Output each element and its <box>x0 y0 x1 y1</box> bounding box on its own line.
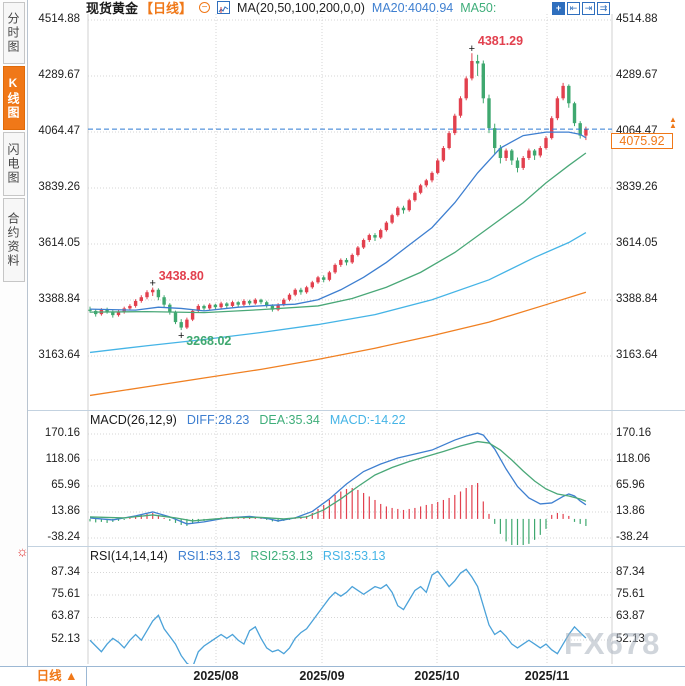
axis-tick-left: 4064.47 <box>38 124 80 137</box>
ma50-value: MA50: <box>460 0 497 15</box>
axis-tick-right: 170.16 <box>616 427 652 439</box>
macd-diff-value: DIFF:28.23 <box>186 413 250 427</box>
price-annotation: 3268.02 <box>186 334 232 349</box>
axis-tick-right: 13.86 <box>616 505 645 517</box>
gridlines <box>88 14 612 664</box>
axis-tick-right: 65.96 <box>616 479 645 491</box>
svg-text:+: + <box>469 43 475 55</box>
axis-tick-left: 13.86 <box>51 505 80 517</box>
axis-tick-left: 3839.26 <box>38 181 80 193</box>
period-tag: 【日线】 <box>140 1 193 16</box>
indicator-label: MA(20,50,100,200,0,0) <box>237 0 365 15</box>
axis-tick-right: 52.13 <box>616 633 645 645</box>
price-annotation: 3438.80 <box>158 268 204 283</box>
axis-tick-right: 3388.84 <box>616 293 658 305</box>
crosshair-move-icon[interactable]: + <box>552 2 565 15</box>
sidebar-item-flash-chart[interactable]: 闪电图 <box>2 132 25 196</box>
axis-tick-left: 63.87 <box>51 610 80 623</box>
indicator-settings-icon[interactable]: ☼ <box>16 543 29 559</box>
chart-header: 现货黄金 【日线】 − MA(20,50,100,200,0,0) MA20:40… <box>86 0 497 17</box>
sidebar: 分时图 K线图 闪电图 合约资料 <box>0 0 28 666</box>
instrument-title: 现货黄金 <box>86 1 139 16</box>
period-tab-daily[interactable]: 日线 ▲ <box>28 667 87 686</box>
axis-tick-right: 75.61 <box>616 587 645 600</box>
axis-tick-right: 118.06 <box>616 453 651 465</box>
rsi-title: RSI(14,14,14) <box>90 549 168 563</box>
extreme-markers: + + + <box>149 43 475 342</box>
rsi-header: RSI(14,14,14) RSI1:53.13 RSI2:53.13 RSI3… <box>90 549 385 563</box>
axis-tick-left: 65.96 <box>51 479 80 491</box>
axis-tick-left: 87.34 <box>51 565 80 578</box>
date-label: 2025/08 <box>193 669 239 683</box>
rsi-line <box>89 568 587 664</box>
axis-tick-right: -38.24 <box>616 531 649 543</box>
sidebar-item-time-chart[interactable]: 分时图 <box>2 2 25 64</box>
axis-tick-right: 3839.26 <box>616 181 658 193</box>
ma20-value: MA20:4040.94 <box>371 0 454 15</box>
date-label: 2025/10 <box>414 669 460 683</box>
price-up-arrows-icon[interactable]: ▲ ▲ <box>669 115 677 130</box>
axis-tick-left: 75.61 <box>51 587 80 600</box>
rsi3-value: RSI3:53.13 <box>322 549 386 563</box>
axis-tick-left: 4289.67 <box>38 69 80 81</box>
macd-macd-value: MACD:-14.22 <box>329 413 406 427</box>
axis-tick-right: 4289.67 <box>616 69 658 81</box>
axis-tick-right: 4514.88 <box>616 13 658 25</box>
time-axis-bar: 日线 ▲ <box>0 666 685 686</box>
kline-indicator-icon[interactable] <box>217 1 231 14</box>
macd-header: MACD(26,12,9) DIFF:28.23 DEA:35.34 MACD:… <box>90 413 406 427</box>
axis-tick-left: 3614.05 <box>38 237 80 249</box>
axis-tick-left: 170.16 <box>44 427 80 439</box>
date-label: 2025/11 <box>524 669 570 683</box>
macd-dea-value: DEA:35.34 <box>259 413 320 427</box>
axis-tick-left: 4514.88 <box>38 13 80 25</box>
sidebar-item-kline-chart[interactable]: K线图 <box>2 66 25 130</box>
axis-tick-left: 52.13 <box>51 633 80 645</box>
pan-right-icon[interactable]: ⇉ <box>597 2 610 15</box>
date-label: 2025/09 <box>299 669 345 683</box>
chart-toolbar: + ⇤ ⇥ ⇉ <box>552 2 610 15</box>
axis-tick-right: 63.87 <box>616 610 645 623</box>
axis-tick-right: 3614.05 <box>616 237 658 249</box>
axis-tick-left: 3163.64 <box>38 349 80 361</box>
range-select-icon[interactable]: ⇤ <box>567 2 580 15</box>
panel-borders <box>28 14 685 664</box>
rsi2-value: RSI2:53.13 <box>250 549 313 563</box>
macd-title: MACD(26,12,9) <box>90 413 177 427</box>
axis-tick-left: 118.06 <box>45 453 80 465</box>
svg-text:+: + <box>149 278 155 290</box>
ma-lines <box>89 131 587 397</box>
macd-histogram <box>89 482 587 545</box>
axis-tick-left: 3388.84 <box>38 293 80 305</box>
axis-tick-right: 87.34 <box>616 565 645 578</box>
candles-layer <box>88 53 588 331</box>
price-annotation: 4381.29 <box>477 34 524 49</box>
current-price-label: 4075.92 <box>611 133 673 149</box>
svg-text:+: + <box>178 330 184 342</box>
sidebar-item-contract-info[interactable]: 合约资料 <box>2 198 25 282</box>
rsi1-value: RSI1:53.13 <box>177 549 241 563</box>
macd-lines <box>89 432 587 525</box>
axis-tick-right: 3163.64 <box>616 349 658 361</box>
collapse-icon[interactable]: − <box>199 2 211 13</box>
watermark: FX678 <box>564 626 661 661</box>
axis-tick-left: -38.24 <box>47 531 80 543</box>
scale-tool-icon[interactable]: ⇥ <box>582 2 595 15</box>
